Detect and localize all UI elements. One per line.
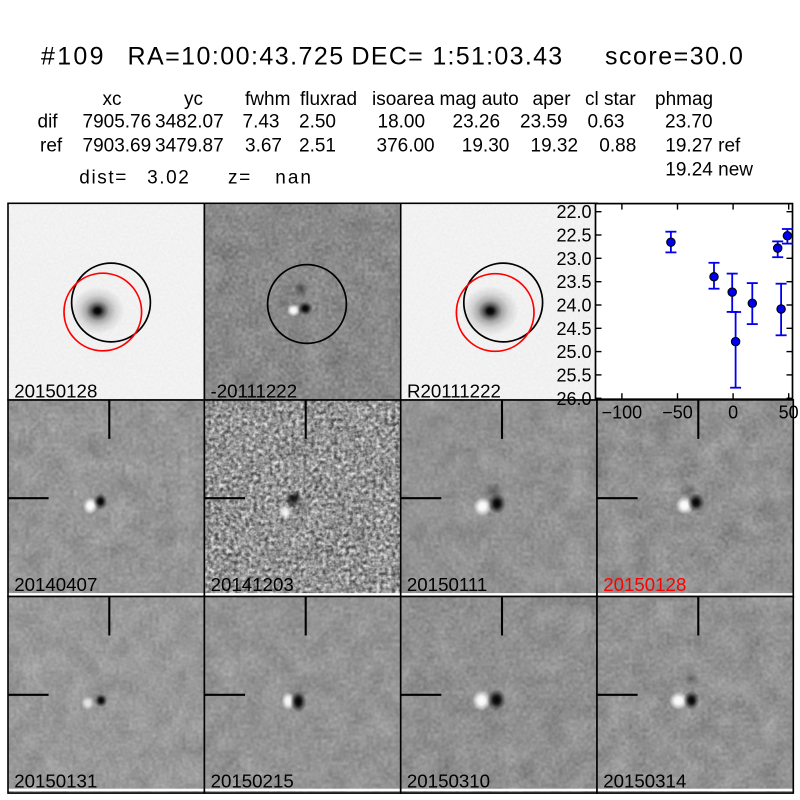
svg-text:22.0: 22.0 — [556, 202, 591, 222]
svg-text:-20111222: -20111222 — [211, 381, 298, 402]
svg-text:24.5: 24.5 — [556, 319, 591, 339]
svg-text:24.0: 24.0 — [556, 295, 591, 315]
svg-text:20140407: 20140407 — [14, 574, 97, 595]
svg-text:ref: ref — [40, 136, 63, 157]
svg-text:19.32: 19.32 — [531, 136, 579, 157]
svg-text:0.63: 0.63 — [588, 112, 625, 133]
svg-text:20150215: 20150215 — [211, 771, 294, 792]
svg-text:aper: aper — [533, 89, 572, 110]
svg-text:3.02: 3.02 — [147, 168, 190, 189]
svg-text:fwhm: fwhm — [245, 89, 290, 110]
svg-text:3482.07: 3482.07 — [155, 112, 224, 133]
svg-text:20150111: 20150111 — [407, 574, 487, 595]
svg-text:yc: yc — [184, 89, 203, 110]
svg-text:fluxrad: fluxrad — [300, 89, 357, 110]
svg-text:R20111222: R20111222 — [407, 381, 501, 402]
svg-text:18.00: 18.00 — [378, 112, 426, 133]
svg-text:23.26: 23.26 — [453, 112, 501, 133]
svg-text:19.27 ref: 19.27 ref — [665, 136, 741, 157]
svg-text:20150131: 20150131 — [14, 771, 97, 792]
svg-text:19.24 new: 19.24 new — [665, 160, 753, 181]
svg-text:20150128: 20150128 — [14, 381, 97, 402]
svg-text:RA=10:00:43.725: RA=10:00:43.725 — [128, 42, 345, 70]
svg-text:nan: nan — [275, 168, 313, 189]
svg-text:dist=: dist= — [79, 168, 128, 189]
svg-text:#109: #109 — [41, 42, 106, 70]
svg-text:23.0: 23.0 — [556, 249, 591, 269]
svg-text:20150310: 20150310 — [407, 771, 490, 792]
svg-text:0: 0 — [728, 403, 738, 423]
svg-text:2.50: 2.50 — [299, 112, 336, 133]
svg-text:7.43: 7.43 — [243, 112, 280, 133]
svg-text:2.51: 2.51 — [299, 136, 336, 157]
svg-text:22.5: 22.5 — [556, 226, 591, 246]
svg-text:376.00: 376.00 — [377, 136, 435, 157]
svg-text:cl star: cl star — [585, 89, 636, 110]
svg-text:mag auto: mag auto — [440, 89, 519, 110]
svg-text:25.0: 25.0 — [556, 342, 591, 362]
svg-text:3479.87: 3479.87 — [155, 136, 224, 157]
svg-text:3.67: 3.67 — [245, 136, 282, 157]
svg-text:DEC= 1:51:03.43: DEC= 1:51:03.43 — [352, 42, 564, 70]
svg-text:20141203: 20141203 — [211, 574, 294, 595]
svg-text:score=30.0: score=30.0 — [605, 42, 744, 70]
svg-text:23.5: 23.5 — [556, 272, 591, 292]
svg-text:xc: xc — [103, 89, 122, 110]
svg-text:26.0: 26.0 — [556, 389, 591, 409]
svg-text:z=: z= — [228, 168, 252, 189]
svg-text:−100: −100 — [602, 403, 643, 423]
svg-text:20150128: 20150128 — [603, 574, 686, 595]
svg-text:25.5: 25.5 — [556, 365, 591, 385]
svg-text:7903.69: 7903.69 — [83, 136, 152, 157]
svg-text:isoarea: isoarea — [372, 89, 435, 110]
svg-text:23.59: 23.59 — [520, 112, 568, 133]
svg-text:50: 50 — [779, 403, 799, 423]
svg-text:−50: −50 — [662, 403, 693, 423]
svg-text:19.30: 19.30 — [462, 136, 510, 157]
svg-text:0.88: 0.88 — [599, 136, 636, 157]
svg-text:20150314: 20150314 — [603, 771, 686, 792]
svg-text:dif: dif — [38, 112, 59, 133]
svg-text:phmag: phmag — [655, 89, 713, 110]
svg-text:7905.76: 7905.76 — [83, 112, 152, 133]
svg-text:23.70: 23.70 — [665, 112, 713, 133]
